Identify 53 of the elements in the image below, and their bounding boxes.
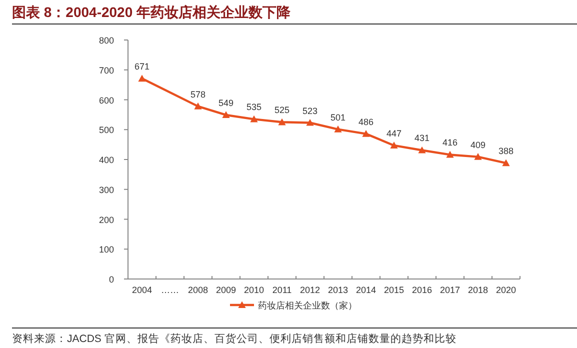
chart-title: 图表 8：2004-2020 年药妆店相关企业数下降	[12, 4, 292, 20]
x-tick-label: 2014	[356, 285, 376, 295]
point	[362, 130, 370, 137]
data-label: 535	[246, 102, 262, 112]
data-label: 416	[442, 138, 458, 148]
x-tick-label: 2017	[440, 285, 460, 295]
y-tick-label: 0	[108, 274, 114, 284]
y-tick-label: 300	[98, 184, 114, 195]
legend-label: 药妆店相关企业数（家）	[258, 300, 357, 310]
x-tick-label: 2011	[272, 285, 292, 295]
y-tick-label: 400	[98, 155, 114, 165]
point	[334, 126, 342, 132]
point	[418, 146, 426, 154]
y-tick-label: 700	[98, 65, 114, 76]
point	[138, 74, 146, 82]
x-tick-label: 2012	[300, 285, 320, 295]
point	[446, 150, 454, 158]
text: 资料来源：JACDS 官网、报告《药妆店、百货公司、便利店销售额和店铺数量的趋势和比较	[12, 332, 456, 345]
legend: 药妆店相关企业数（家）	[230, 300, 357, 310]
x-tick-label: 2010	[244, 285, 264, 295]
x-tick-label: ……	[161, 285, 179, 295]
data-label: 549	[218, 98, 234, 108]
data-label: 431	[414, 133, 430, 144]
y-tick-label: 100	[98, 244, 114, 255]
y-tick-label: 800	[98, 36, 114, 46]
point	[278, 118, 286, 126]
point	[306, 118, 314, 126]
data-label: 525	[274, 105, 290, 116]
point	[250, 115, 258, 122]
point	[222, 111, 230, 118]
data-label: 578	[190, 89, 206, 100]
x-tick-label: 2008	[188, 285, 208, 295]
x-tick-label: 2013	[328, 285, 348, 295]
data-label: 409	[470, 140, 486, 150]
data-label: 486	[358, 116, 374, 127]
data-label: 523	[302, 106, 318, 116]
x-tick-label: 2018	[468, 285, 488, 295]
y-tick-label: 600	[98, 95, 114, 106]
point	[474, 153, 482, 160]
data-label: 501	[330, 112, 346, 122]
y-tick-label: 200	[98, 214, 114, 225]
x-tick-label: 2016	[412, 285, 432, 295]
data-label: 447	[386, 128, 402, 138]
y-tick-label: 500	[98, 125, 114, 136]
x-tick-label: 2004	[132, 285, 152, 295]
x-tick-label: 2009	[216, 285, 236, 295]
point	[194, 102, 202, 110]
point	[390, 142, 398, 148]
data-label: 388	[498, 146, 514, 156]
point	[502, 159, 510, 166]
x-tick-label: 2020	[496, 285, 516, 295]
x-tick-label: 2015	[384, 285, 404, 295]
data-label: 671	[134, 62, 150, 72]
